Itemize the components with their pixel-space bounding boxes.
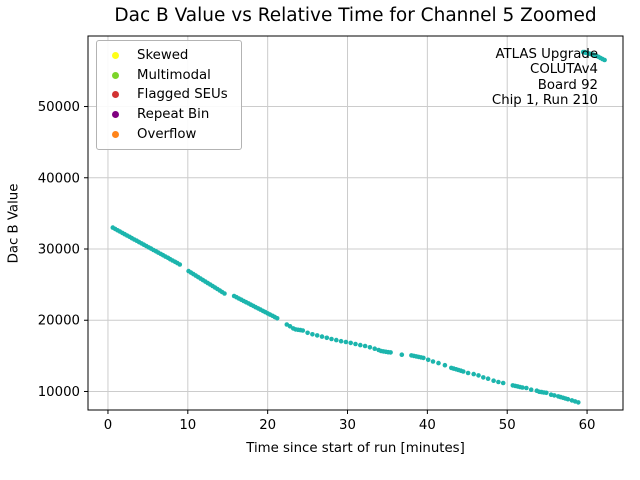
y-tick-label: 40000 <box>38 171 80 186</box>
data-point <box>353 341 358 347</box>
legend-item: Multimodal <box>112 68 241 83</box>
legend-label: Repeat Bin <box>137 107 210 123</box>
x-tick-label: 60 <box>579 418 596 433</box>
data-point <box>338 338 344 344</box>
x-tick-label: 10 <box>179 418 196 433</box>
data-point <box>476 373 481 378</box>
x-tick-label: 40 <box>419 418 436 433</box>
annotation-line: Board 92 <box>537 77 598 93</box>
data-point <box>425 357 431 363</box>
legend-label: Multimodal <box>137 67 211 83</box>
data-point <box>319 334 325 339</box>
data-point <box>496 379 501 385</box>
data-point <box>372 346 378 352</box>
x-tick-label: 30 <box>339 418 356 433</box>
data-point <box>399 352 405 358</box>
legend-label: Skewed <box>137 47 189 63</box>
data-point <box>436 360 441 366</box>
x-tick-label: 20 <box>259 418 276 433</box>
axes-frame <box>87 35 624 411</box>
annotation-line: Chip 1, Run 210 <box>491 93 598 109</box>
data-point <box>491 378 496 384</box>
y-tick-label: 30000 <box>38 243 80 258</box>
data-point <box>485 376 491 382</box>
data-point <box>358 342 363 348</box>
y-tick-label: 10000 <box>38 385 80 400</box>
annotation-block: ATLAS Upgrade COLUTAv4 Board 92 Chip 1, … <box>492 47 598 109</box>
y-tick-label: 20000 <box>38 314 80 329</box>
chart-title: Dac B Value vs Relative Time for Channel… <box>114 5 597 26</box>
x-tick-label: 0 <box>104 418 112 433</box>
legend-label: Flagged SEUs <box>137 87 228 103</box>
data-point <box>300 328 306 333</box>
data-point <box>552 393 557 398</box>
data-point <box>602 57 607 63</box>
data-point <box>576 400 581 405</box>
data-point <box>520 385 525 390</box>
data-point <box>348 340 354 346</box>
x-tick-label: 50 <box>499 418 516 433</box>
dot-marker-icon <box>112 71 119 79</box>
legend-item: Flagged SEUs <box>112 87 241 102</box>
data-point <box>471 371 477 377</box>
data-point <box>388 350 393 355</box>
data-point <box>465 370 471 376</box>
data-point <box>421 355 426 361</box>
data-point <box>222 291 227 296</box>
data-point <box>500 380 506 386</box>
legend-item: Skewed <box>112 48 241 63</box>
data-point <box>430 359 436 364</box>
legend: Skewed Multimodal Flagged SEUs Repeat Bin Ov… <box>96 40 242 150</box>
data-point <box>362 343 368 349</box>
dot-marker-icon <box>112 51 119 59</box>
data-point <box>334 337 339 343</box>
y-tick-label: 50000 <box>38 100 80 115</box>
data-point <box>310 332 315 337</box>
legend-item: Repeat Bin <box>112 107 241 122</box>
data-point <box>367 345 373 350</box>
data-point <box>314 333 320 338</box>
data-point <box>481 375 486 380</box>
data-point <box>461 369 466 374</box>
data-point <box>565 396 571 402</box>
data-point <box>343 339 349 345</box>
data-point <box>305 330 310 336</box>
legend-label: Overflow <box>137 127 197 143</box>
data-point <box>544 390 549 396</box>
data-point <box>442 362 448 368</box>
data-point <box>324 335 330 341</box>
annotation-line: COLUTAv4 <box>530 62 598 78</box>
legend-item: Overflow <box>112 127 241 142</box>
dot-marker-icon <box>112 91 119 99</box>
data-point <box>524 385 529 391</box>
annotation-line: ATLAS Upgrade <box>495 47 598 62</box>
data-point <box>528 387 534 393</box>
data-point <box>329 336 334 342</box>
dot-marker-icon <box>112 111 119 119</box>
data-point <box>177 262 183 267</box>
x-axis-label: Time since start of run [minutes] <box>246 441 465 456</box>
y-axis-label: Dac B Value <box>6 183 22 264</box>
dot-marker-icon <box>112 131 119 139</box>
data-point <box>274 316 280 321</box>
